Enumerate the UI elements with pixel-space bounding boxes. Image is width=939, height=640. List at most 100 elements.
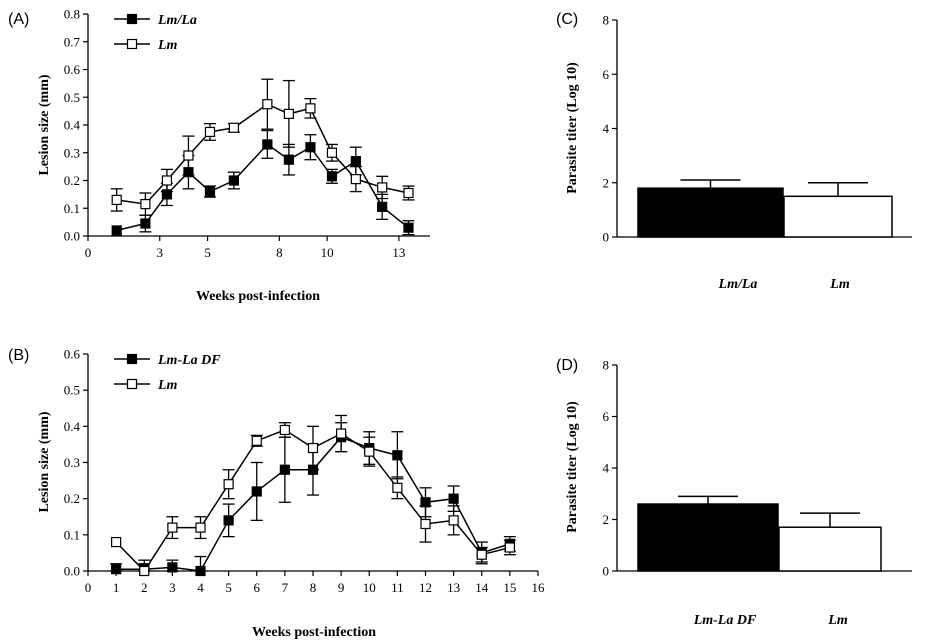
y-axis-label: Lesion size (mm) bbox=[37, 411, 52, 512]
y-tick-label: 0.8 bbox=[64, 7, 80, 22]
panel-c: (C) 0 2 4 6 8 Parasite titer (Log 10) Lm/La Lm bbox=[556, 11, 912, 292]
panel-d: (D) 0 2 4 6 8 Parasite titer (Log 10) Lm-La DF L… bbox=[556, 357, 912, 628]
x-tick-label: 3 bbox=[156, 245, 163, 260]
data-point bbox=[111, 225, 122, 236]
panel-b: (B)0.00.10.20.30.40.50.60 1 2 3 4 5 6 7 8 9 10 11 12… bbox=[8, 347, 545, 640]
data-point bbox=[364, 446, 375, 457]
y-axis-label: Parasite titer (Log 10) bbox=[565, 62, 580, 194]
legend-label: Lm bbox=[157, 378, 178, 393]
x-tick-label: 9 bbox=[338, 580, 345, 595]
y-tick-label: 0.5 bbox=[64, 90, 80, 105]
data-point bbox=[195, 565, 206, 577]
data-point bbox=[307, 442, 319, 454]
y-axis-label: Lesion size (mm) bbox=[37, 74, 52, 175]
bar bbox=[783, 195, 893, 238]
y-tick-label: 0.2 bbox=[64, 491, 80, 506]
legend-label: Lm/La bbox=[157, 13, 197, 28]
y-tick-label: 0.0 bbox=[64, 564, 80, 579]
x-tick-label: 13 bbox=[392, 245, 405, 260]
data-point bbox=[251, 435, 262, 446]
legend-marker bbox=[126, 38, 138, 50]
data-point bbox=[140, 218, 151, 229]
x-tick-label: 0 bbox=[85, 245, 92, 260]
x-tick-label: 0 bbox=[85, 580, 92, 595]
data-point bbox=[111, 536, 122, 548]
y-tick-label: 0.1 bbox=[64, 201, 80, 216]
y-tick-label: 2 bbox=[603, 175, 610, 190]
legend-label: Lm-La DF bbox=[157, 353, 221, 368]
data-point bbox=[223, 515, 234, 526]
data-point bbox=[167, 562, 178, 573]
x-tick-label: 1 bbox=[113, 580, 120, 595]
x-axis-label: Weeks post-infection bbox=[252, 625, 376, 640]
data-point bbox=[336, 428, 347, 439]
x-tick-label: 8 bbox=[310, 580, 317, 595]
data-point bbox=[283, 108, 294, 120]
y-tick-label: 0.7 bbox=[64, 34, 81, 49]
panel-label: (C) bbox=[556, 11, 578, 28]
x-tick-label: 2 bbox=[141, 580, 148, 595]
x-tick-label: 8 bbox=[276, 245, 283, 260]
data-point bbox=[504, 542, 515, 553]
category-label: Lm-La DF bbox=[693, 613, 757, 628]
y-tick-label: 0.6 bbox=[64, 347, 81, 362]
data-point bbox=[448, 515, 459, 526]
series-line bbox=[116, 103, 409, 205]
panel-label: (D) bbox=[556, 357, 578, 374]
x-tick-label: 12 bbox=[419, 580, 432, 595]
data-point bbox=[279, 424, 290, 436]
y-tick-label: 8 bbox=[603, 358, 610, 373]
y-tick-label: 6 bbox=[603, 409, 610, 424]
y-axis-label: Parasite titer (Log 10) bbox=[565, 401, 580, 533]
data-point bbox=[283, 154, 294, 165]
data-point bbox=[350, 155, 361, 167]
data-point bbox=[111, 564, 122, 575]
data-point bbox=[377, 201, 388, 212]
x-tick-label: 4 bbox=[197, 580, 204, 595]
data-point bbox=[262, 139, 273, 150]
y-tick-label: 0.6 bbox=[64, 62, 81, 77]
data-point bbox=[204, 126, 216, 138]
category-label: Lm bbox=[829, 277, 850, 292]
series-open bbox=[110, 78, 415, 216]
data-point bbox=[139, 565, 150, 577]
x-tick-label: 5 bbox=[225, 580, 232, 595]
x-tick-label: 10 bbox=[363, 580, 376, 595]
y-tick-label: 0.5 bbox=[64, 383, 80, 398]
data-point bbox=[326, 171, 338, 182]
y-tick-label: 4 bbox=[603, 461, 610, 476]
x-tick-label: 7 bbox=[282, 580, 289, 595]
data-point bbox=[305, 103, 316, 114]
y-tick-label: 0.1 bbox=[64, 527, 80, 542]
x-tick-label: 11 bbox=[391, 580, 404, 595]
bar bbox=[637, 187, 784, 238]
data-point bbox=[403, 187, 414, 199]
data-point bbox=[204, 186, 216, 197]
y-tick-label: 0.3 bbox=[64, 455, 80, 470]
y-tick-label: 0 bbox=[603, 564, 610, 579]
data-point bbox=[403, 222, 414, 233]
y-tick-label: 2 bbox=[603, 512, 610, 527]
panel-a: (A) 0.0 0.1 0.2 0.3 0.4 0.5 0.6 0.7 0.8 0 3 5 8 10 13 We… bbox=[8, 7, 430, 304]
data-point bbox=[392, 482, 403, 493]
y-tick-label: 6 bbox=[603, 67, 610, 82]
x-tick-label: 15 bbox=[503, 580, 516, 595]
data-point bbox=[161, 175, 173, 186]
data-point bbox=[476, 549, 487, 560]
x-tick-label: 16 bbox=[532, 580, 546, 595]
data-point bbox=[420, 518, 431, 530]
category-label: Lm/La bbox=[718, 277, 758, 292]
data-point bbox=[279, 464, 290, 475]
y-tick-label: 0 bbox=[603, 230, 610, 245]
bar bbox=[637, 503, 779, 572]
data-point bbox=[228, 175, 239, 186]
x-tick-label: 5 bbox=[204, 245, 211, 260]
y-tick-label: 0.4 bbox=[64, 419, 81, 434]
y-tick-label: 0.4 bbox=[64, 118, 81, 133]
series-open bbox=[111, 414, 516, 577]
y-tick-label: 0.3 bbox=[64, 145, 80, 160]
data-point bbox=[111, 194, 122, 206]
x-tick-label: 14 bbox=[475, 580, 489, 595]
data-point bbox=[326, 147, 338, 158]
